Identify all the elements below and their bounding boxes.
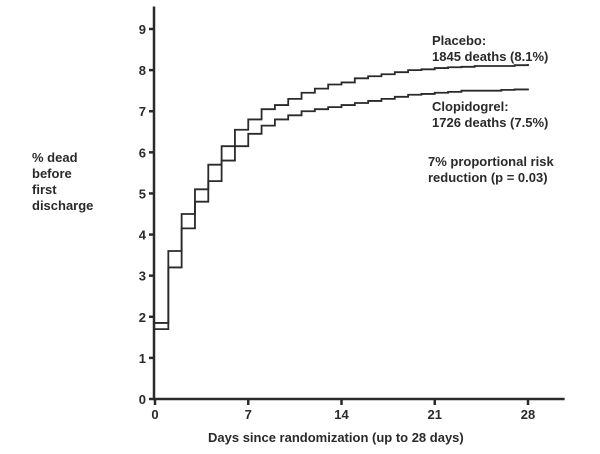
risk-reduction-annotation: 7% proportional risk reduction (p = 0.03…: [428, 154, 554, 186]
y-tick-label: 2: [139, 310, 146, 325]
clopidogrel-detail: 1726 deaths (7.5%): [432, 115, 549, 130]
y-tick-label: 7: [139, 104, 146, 119]
clopidogrel-annotation: Clopidogrel: 1726 deaths (7.5%): [432, 99, 548, 131]
y-tick-label: 0: [139, 392, 146, 407]
x-axis-label: Days since randomization (up to 28 days): [208, 430, 464, 445]
y-tick-label: 4: [139, 228, 147, 243]
placebo-detail: 1845 deaths (8.1%): [432, 49, 549, 64]
y-tick-label: 8: [139, 63, 146, 78]
y-tick-label: 9: [139, 22, 146, 37]
series-line-clopidogrel: [155, 88, 529, 331]
y-tick-label: 1: [139, 351, 146, 366]
y-tick-label: 5: [139, 186, 146, 201]
ylabel-line: first: [32, 182, 57, 197]
ylabel: % dead before first discharge: [32, 150, 93, 214]
risk-reduction-line: reduction (p = 0.03): [428, 170, 548, 185]
ylabel-line: % dead: [32, 150, 78, 165]
y-tick-label: 6: [139, 145, 146, 160]
x-tick-label: 0: [151, 407, 158, 422]
risk-reduction-line: 7% proportional risk: [428, 154, 554, 169]
clopidogrel-label: Clopidogrel:: [432, 99, 509, 114]
placebo-label: Placebo:: [432, 33, 487, 48]
y-tick-label: 3: [139, 269, 146, 284]
x-tick-label: 28: [521, 407, 535, 422]
x-tick-label: 21: [428, 407, 442, 422]
ylabel-line: discharge: [32, 198, 94, 213]
ylabel-line: before: [32, 166, 72, 181]
x-tick-label: 14: [334, 407, 349, 422]
x-tick-label: 7: [245, 407, 252, 422]
placebo-annotation: Placebo: 1845 deaths (8.1%): [432, 33, 548, 65]
